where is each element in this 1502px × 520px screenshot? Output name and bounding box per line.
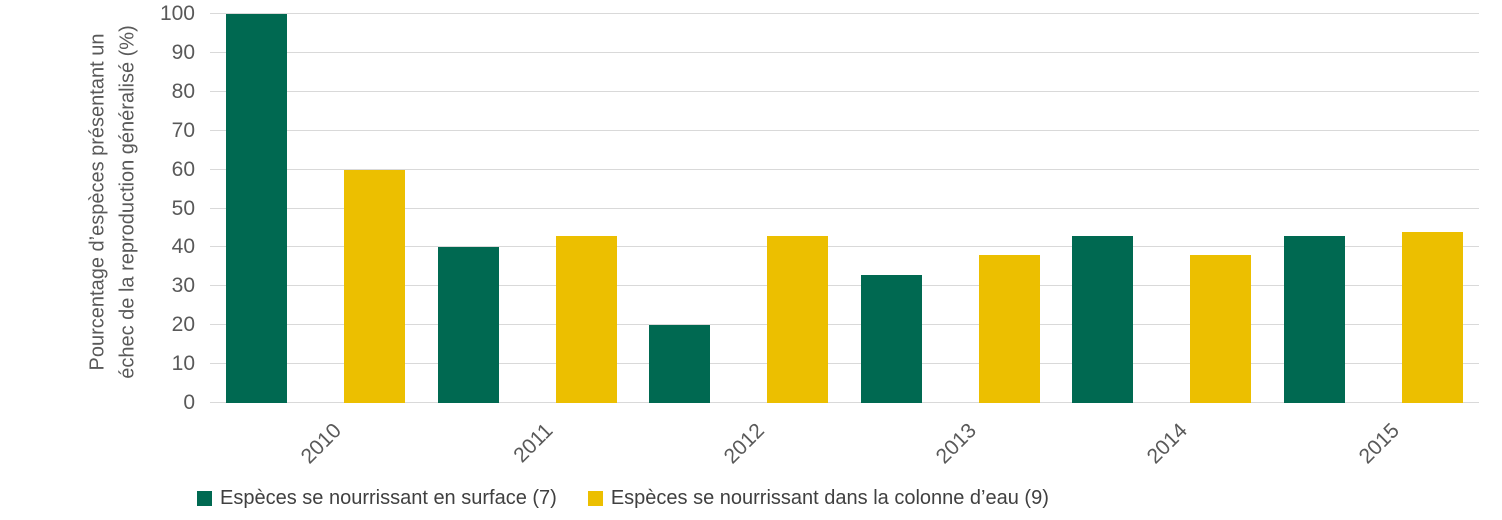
y-tick-label: 90: [171, 40, 195, 64]
gridline: [210, 13, 1479, 14]
legend-swatch: [197, 491, 212, 506]
bar-group-2013: [845, 14, 1057, 403]
gridline: [210, 168, 1479, 170]
plot-area: [210, 13, 1479, 403]
x-tick-label: 2010: [296, 419, 347, 469]
gridline: [210, 324, 1479, 326]
bar: [1401, 231, 1463, 403]
bar: [1283, 235, 1345, 403]
bars-layer: [210, 14, 1479, 403]
x-tick-label: 2011: [509, 419, 558, 468]
bar-group-2012: [633, 14, 845, 403]
x-tick-label: 2012: [719, 419, 770, 469]
x-axis-category: 2015: [1268, 403, 1480, 477]
gridline: [210, 285, 1479, 287]
legend-item: Espèces se nourrissant dans la colonne d…: [587, 486, 1049, 511]
gridline: [210, 207, 1479, 209]
y-tick-label: 50: [171, 196, 195, 220]
bar: [555, 235, 617, 403]
legend: Espèces se nourrissant en surface (7) Esp…: [197, 486, 1049, 511]
gridline: [210, 129, 1479, 131]
bar-group-2011: [422, 14, 634, 403]
y-tick-label: 30: [171, 274, 195, 298]
gridline: [210, 363, 1479, 365]
x-axis-category: 2012: [633, 403, 845, 477]
gridline: [210, 90, 1479, 92]
x-axis-category: 2011: [422, 403, 634, 477]
x-axis-category: 2010: [210, 403, 422, 477]
bar: [226, 14, 288, 403]
x-axis-category: 2013: [845, 403, 1057, 477]
y-axis-tick-labels: 0 10 20 30 40 50 60 70 80 90 100: [0, 2, 195, 414]
bar: [344, 169, 406, 403]
legend-swatch: [587, 491, 603, 506]
y-tick-label: 60: [171, 157, 195, 181]
bar: [978, 255, 1040, 403]
x-tick-label: 2015: [1354, 419, 1404, 469]
bar: [649, 325, 711, 403]
bar: [860, 274, 922, 403]
y-tick-label: 80: [171, 79, 195, 103]
y-tick-label: 20: [171, 313, 195, 337]
x-tick-label: 2014: [1142, 419, 1193, 469]
legend-label: Espèces se nourrissant dans la colonne d…: [610, 487, 1049, 509]
bar: [1190, 255, 1252, 403]
y-tick-label: 0: [183, 391, 195, 414]
y-tick-label: 10: [171, 352, 195, 376]
bar-group-2014: [1056, 14, 1268, 403]
x-axis-category: 2014: [1056, 403, 1268, 477]
legend-label: Espèces se nourrissant en surface (7): [220, 487, 557, 509]
bar: [437, 247, 499, 403]
x-axis-labels: 2010 2011 2012 2013 2014 2015: [210, 403, 1479, 477]
gridline: [210, 51, 1479, 53]
y-tick-label: 70: [171, 118, 195, 142]
bar-group-2010: [210, 14, 422, 403]
y-tick-label: 100: [159, 2, 195, 25]
bar: [1072, 235, 1134, 403]
gridline: [210, 402, 1479, 403]
bar-group-2015: [1268, 14, 1480, 403]
y-tick-label: 40: [171, 235, 195, 259]
legend-item: Espèces se nourrissant en surface (7): [197, 486, 557, 511]
bar: [767, 235, 829, 403]
gridline: [210, 246, 1479, 248]
x-tick-label: 2013: [931, 419, 981, 469]
